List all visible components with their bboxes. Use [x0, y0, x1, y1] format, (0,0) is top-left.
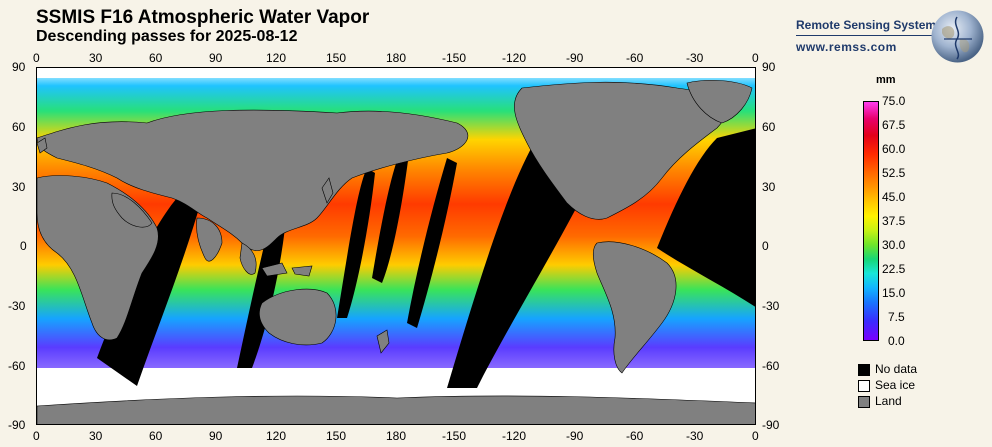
legend-swatch-sea-ice [858, 380, 870, 392]
legend-label-no-data: No data [875, 362, 918, 376]
map-title: SSMIS F16 Atmospheric Water Vapor [36, 7, 370, 28]
lat-tick-right: 30 [762, 180, 776, 194]
lat-tick-right: -30 [762, 299, 780, 313]
lon-tick-top: 90 [209, 51, 223, 65]
brand-url: www.remss.com [796, 40, 897, 54]
lat-tick-left: 30 [12, 180, 26, 194]
brand-divider [796, 35, 952, 36]
colorbar-label: 0.0 [888, 334, 905, 348]
lat-tick-left: -60 [8, 359, 26, 373]
north-sea-ice [37, 68, 755, 78]
land-masses [37, 79, 755, 424]
lat-tick-right: 0 [762, 239, 769, 253]
lon-tick-top: -30 [686, 51, 704, 65]
brand-name: Remote Sensing Systems [796, 18, 943, 32]
lat-tick-left: 60 [12, 120, 26, 134]
colorbar-label: 60.0 [882, 142, 906, 156]
colorbar-label: 52.5 [882, 166, 906, 180]
colorbar-label: 75.0 [882, 94, 906, 108]
lon-tick-top: -150 [442, 51, 467, 65]
lon-tick-top: 30 [89, 51, 103, 65]
lat-tick-right: -60 [762, 359, 780, 373]
lon-tick-top: 120 [266, 51, 287, 65]
lat-tick-right: 90 [762, 60, 776, 74]
lon-tick-bottom: -60 [626, 429, 644, 443]
colorbar-label: 67.5 [882, 118, 906, 132]
water-vapor-map [36, 67, 756, 425]
lon-tick-top: 150 [326, 51, 347, 65]
colorbar-unit: mm [876, 74, 896, 86]
lon-tick-top: 180 [386, 51, 407, 65]
lat-tick-right: -90 [762, 418, 780, 432]
colorbar-label: 15.0 [882, 286, 906, 300]
lat-tick-left: 90 [12, 60, 26, 74]
lat-tick-left: 0 [20, 239, 27, 253]
lon-tick-top: 0 [752, 51, 759, 65]
lat-tick-left: -30 [8, 299, 26, 313]
colorbar-label: 30.0 [882, 238, 906, 252]
lon-tick-bottom: 0 [33, 429, 40, 443]
lon-tick-top: -60 [626, 51, 644, 65]
lon-tick-bottom: 120 [266, 429, 287, 443]
legend-swatch-land [858, 396, 870, 408]
lat-tick-left: -90 [8, 418, 26, 432]
lon-tick-top: 0 [33, 51, 40, 65]
colorbar-label: 37.5 [882, 214, 906, 228]
lon-tick-top: -90 [566, 51, 584, 65]
map-canvas [37, 68, 755, 424]
lat-tick-right: 60 [762, 120, 776, 134]
lon-tick-bottom: 150 [326, 429, 347, 443]
colorbar-label: 22.5 [882, 262, 906, 276]
lon-tick-bottom: 30 [89, 429, 103, 443]
lon-tick-bottom: -120 [502, 429, 527, 443]
lon-tick-bottom: -150 [442, 429, 467, 443]
colorbar-label: 45.0 [882, 190, 906, 204]
lon-tick-bottom: -30 [686, 429, 704, 443]
lon-tick-top: 60 [149, 51, 163, 65]
lon-tick-bottom: 60 [149, 429, 163, 443]
colorbar-label: 7.5 [888, 310, 905, 324]
legend-label-land: Land [875, 394, 902, 408]
lon-tick-bottom: 90 [209, 429, 223, 443]
lon-tick-bottom: 0 [752, 429, 759, 443]
lon-tick-top: -120 [502, 51, 527, 65]
map-subtitle: Descending passes for 2025-08-12 [36, 28, 298, 45]
legend-label-sea-ice: Sea ice [875, 378, 916, 392]
legend-swatch-no-data [858, 364, 870, 376]
globe-logo-icon [931, 10, 984, 63]
lon-tick-bottom: 180 [386, 429, 407, 443]
lon-tick-bottom: -90 [566, 429, 584, 443]
colorbar [863, 101, 879, 341]
